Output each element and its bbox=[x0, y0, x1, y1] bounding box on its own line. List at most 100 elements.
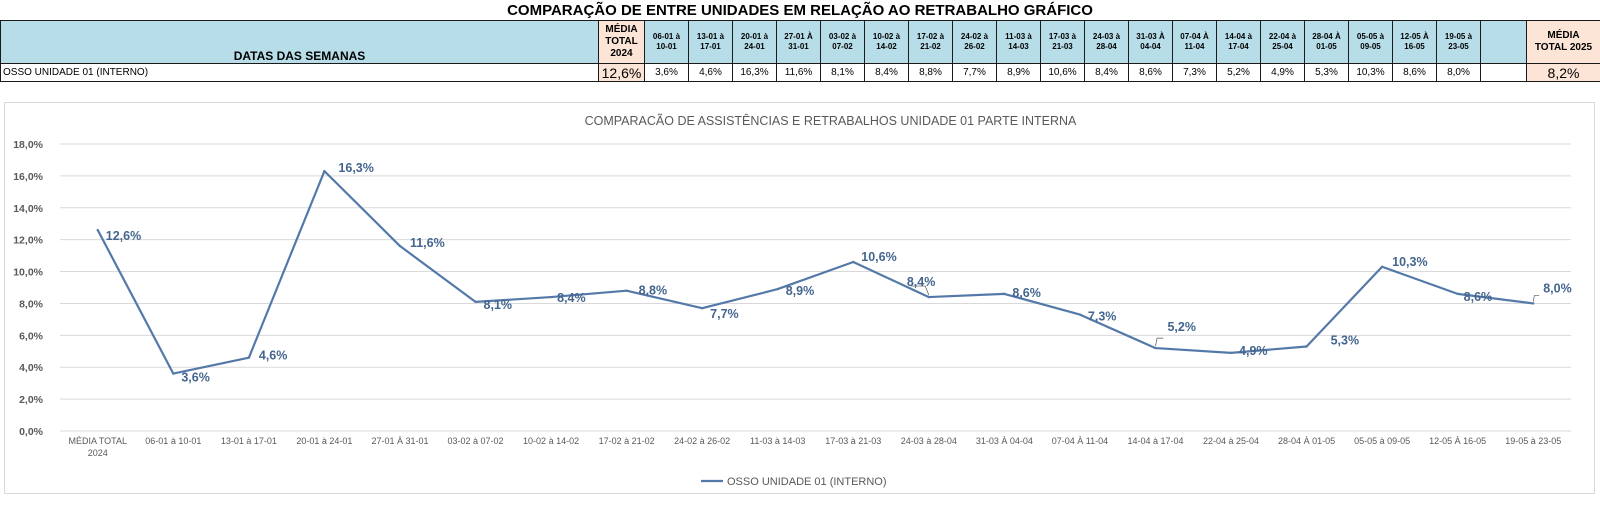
week-value-18: 8,0% bbox=[1436, 63, 1481, 82]
data-label: 10,3% bbox=[1392, 255, 1427, 269]
data-label: 10,6% bbox=[861, 250, 896, 264]
data-point bbox=[474, 300, 477, 304]
avg-2024-value: 12,6% bbox=[598, 63, 645, 82]
week-header-9: 17-03 à 21-03 bbox=[1040, 20, 1085, 64]
week-header-14: 22-04 à 25-04 bbox=[1260, 20, 1305, 64]
data-label: 7,7% bbox=[710, 307, 739, 321]
data-point bbox=[1305, 345, 1308, 348]
x-tick-label: 10-02 à 14-02 bbox=[523, 436, 579, 446]
data-label: 8,4% bbox=[557, 291, 586, 305]
week-value-11: 8,6% bbox=[1128, 63, 1173, 82]
data-point bbox=[1229, 351, 1233, 355]
y-tick-label: 2,0% bbox=[19, 394, 44, 406]
data-point bbox=[1003, 292, 1006, 296]
y-tick-label: 12,0% bbox=[13, 235, 43, 247]
x-tick-label: 12-05 À 16-05 bbox=[1429, 436, 1486, 446]
week-header-11: 31-03 À 04-04 bbox=[1128, 20, 1173, 64]
week-value-2: 16,3% bbox=[732, 63, 777, 82]
x-tick-label: 03-02 à 07-02 bbox=[448, 436, 504, 446]
leader-line bbox=[1155, 337, 1164, 347]
blank-header bbox=[1480, 20, 1527, 64]
data-point bbox=[625, 289, 628, 292]
data-label: 5,3% bbox=[1331, 333, 1360, 347]
y-tick-label: 0,0% bbox=[19, 426, 44, 438]
data-label: 11,6% bbox=[410, 236, 445, 250]
x-tick-label: 24-02 à 26-02 bbox=[674, 436, 730, 446]
week-value-3: 11,6% bbox=[776, 63, 821, 82]
avg-2025-value: 8,2% bbox=[1526, 63, 1600, 82]
x-tick-label: 22-04 à 25-04 bbox=[1203, 436, 1259, 446]
week-value-17: 8,6% bbox=[1392, 63, 1437, 82]
data-label: 8,4% bbox=[907, 275, 936, 289]
header-label: DATAS DAS SEMANAS bbox=[0, 20, 599, 64]
week-header-16: 05-05 à 09-05 bbox=[1348, 20, 1393, 64]
data-point bbox=[1532, 302, 1535, 305]
leader-line bbox=[1532, 295, 1540, 302]
week-value-8: 8,9% bbox=[996, 63, 1041, 82]
chart-frame: COMPARACÃO DE ASSISTÊNCIAS E RETRABALHOS… bbox=[4, 102, 1595, 494]
x-tick-label: 28-04 À 01-05 bbox=[1278, 436, 1335, 446]
data-point bbox=[172, 372, 175, 375]
data-label: 8,9% bbox=[786, 284, 815, 298]
week-header-12: 07-04 À 11-04 bbox=[1172, 20, 1217, 64]
data-label: 12,6% bbox=[106, 229, 141, 243]
x-tick-label: 14-04 à 17-04 bbox=[1127, 436, 1183, 446]
data-label: 8,6% bbox=[1464, 290, 1493, 304]
week-header-8: 11-03 à 14-03 bbox=[996, 20, 1041, 64]
week-value-6: 8,8% bbox=[908, 63, 953, 82]
week-value-15: 5,3% bbox=[1304, 63, 1349, 82]
y-tick-label: 10,0% bbox=[13, 267, 43, 279]
x-tick-label: 13-01 à 17-01 bbox=[221, 436, 277, 446]
data-point bbox=[776, 287, 779, 291]
week-value-12: 7,3% bbox=[1172, 63, 1217, 82]
data-point bbox=[398, 244, 402, 248]
y-tick-label: 16,0% bbox=[13, 171, 43, 183]
week-value-9: 10,6% bbox=[1040, 63, 1085, 82]
data-label: 7,3% bbox=[1088, 310, 1117, 324]
y-tick-label: 4,0% bbox=[19, 362, 44, 374]
x-tick-label: 11-03 à 14-03 bbox=[750, 436, 805, 446]
data-point bbox=[247, 356, 251, 359]
x-tick-label: MÉDIA TOTAL 2024 bbox=[69, 436, 128, 458]
week-header-17: 12-05 À 16-05 bbox=[1392, 20, 1437, 64]
row-label: OSSO UNIDADE 01 (INTERNO) bbox=[0, 63, 599, 82]
data-point bbox=[927, 295, 931, 299]
week-header-5: 10-02 à 14-02 bbox=[864, 20, 909, 64]
data-point bbox=[1078, 313, 1082, 316]
x-tick-label: 17-02 à 21-02 bbox=[599, 436, 655, 446]
data-label: 4,6% bbox=[259, 349, 288, 363]
week-value-14: 4,9% bbox=[1260, 63, 1305, 82]
data-label: 5,2% bbox=[1167, 320, 1196, 334]
comparison-grid: DATAS DAS SEMANAS MÉDIA TOTAL 2024 06-01 à 10… bbox=[0, 20, 1600, 82]
data-point bbox=[1380, 265, 1384, 268]
week-value-0: 3,6% bbox=[644, 63, 689, 82]
data-label: 16,3% bbox=[338, 161, 373, 175]
week-header-10: 24-03 à 28-04 bbox=[1084, 20, 1129, 64]
x-tick-label: 20-01 à 24-01 bbox=[296, 436, 352, 446]
x-tick-label: 19-05 à 23-05 bbox=[1505, 436, 1561, 446]
legend-label: OSSO UNIDADE 01 (INTERNO) bbox=[727, 476, 887, 488]
x-tick-label: 05-05 à 09-05 bbox=[1354, 436, 1410, 446]
data-point bbox=[549, 295, 553, 299]
data-label: 8,8% bbox=[639, 284, 668, 298]
week-value-13: 5,2% bbox=[1216, 63, 1261, 82]
data-label: 8,6% bbox=[1012, 286, 1041, 300]
data-row: OSSO UNIDADE 01 (INTERNO) 12,6% 3,6% 4,6% 16… bbox=[0, 63, 1600, 82]
x-tick-label: 27-01 À 31-01 bbox=[371, 436, 428, 446]
sheet-title: COMPARAÇÃO DE ENTRE UNIDADES EM RELAÇÃO … bbox=[507, 2, 1093, 19]
week-value-16: 10,3% bbox=[1348, 63, 1393, 82]
x-tick-label: 31-03 À 04-04 bbox=[976, 436, 1033, 446]
data-label: 8,0% bbox=[1543, 281, 1572, 295]
x-tick-label: 06-01 à 10-01 bbox=[145, 436, 201, 446]
x-tick-label: 17-03 à 21-03 bbox=[825, 436, 881, 446]
week-value-4: 8,1% bbox=[820, 63, 865, 82]
data-point bbox=[96, 228, 99, 232]
data-label: 3,6% bbox=[181, 371, 210, 385]
y-tick-label: 18,0% bbox=[13, 139, 43, 151]
week-header-2: 20-01 à 24-01 bbox=[732, 20, 777, 64]
week-header-7: 24-02 à 26-02 bbox=[952, 20, 997, 64]
data-point bbox=[1456, 292, 1459, 296]
week-header-18: 19-05 à 23-05 bbox=[1436, 20, 1481, 64]
blank-value bbox=[1480, 63, 1527, 82]
week-header-3: 27-01 À 31-01 bbox=[776, 20, 821, 64]
